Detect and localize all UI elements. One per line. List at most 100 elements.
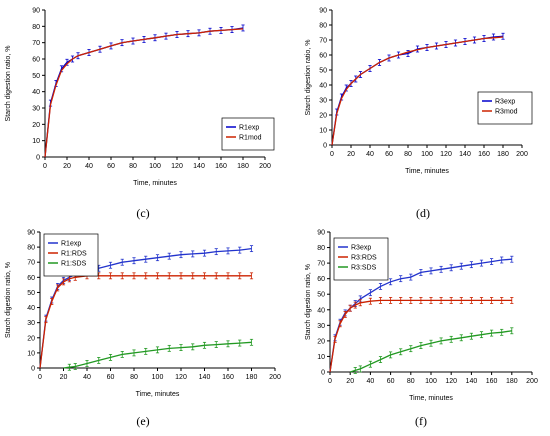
error-bar-r3exp [399, 275, 403, 283]
chart-svg-e: 0 10 20 30 40 50 60 70 80 90 0 20 40 60 80 100 120 140 160… [5, 230, 281, 399]
x-tick-label: 160 [478, 151, 490, 158]
x-tick-label: 120 [440, 151, 452, 158]
error-bar-r1-rds [132, 272, 136, 280]
y-tick-label: 10 [317, 354, 325, 361]
chart-svg-d: 0 10 20 30 40 50 60 70 80 90 0 20 40 60 80 100 120 140 160… [305, 8, 533, 175]
y-tick-label: 60 [27, 275, 35, 282]
error-bar-r1-sds [191, 343, 195, 351]
error-bar-r3-rds [389, 297, 393, 304]
y-tick-label: 30 [32, 106, 40, 113]
error-bar-r3-rds [500, 297, 504, 304]
error-bar-r1-sds [226, 340, 230, 348]
x-tick-label: 80 [129, 163, 137, 170]
error-bar-r3-sds [510, 327, 514, 335]
x-tick-label: 200 [526, 378, 538, 385]
x-tick-label: 200 [259, 163, 271, 170]
error-bar-r3-rds [409, 297, 413, 304]
error-bar-r1exp [238, 246, 242, 254]
x-tick-label: 180 [497, 151, 509, 158]
error-bar-r3-rds [343, 311, 347, 318]
x-tick-label: 20 [63, 163, 71, 170]
y-tick-label: 60 [32, 57, 40, 64]
legend-label-r1mod: R1mod [239, 135, 262, 142]
error-bar-r3exp [415, 45, 420, 53]
y-tick-label: 40 [319, 83, 327, 90]
error-bar-r3-sds [399, 348, 403, 356]
error-bar-r3-rds [459, 297, 463, 304]
y-tick-label: 40 [32, 89, 40, 96]
y-tick-label: 30 [317, 323, 325, 330]
error-bar-r1-rds [120, 272, 124, 280]
error-bar-r1-rds [50, 298, 54, 305]
error-bar-r3-sds [449, 335, 453, 343]
legend: R1exp R1mod [221, 117, 275, 151]
error-bar-r1-rds [214, 272, 218, 280]
series-line-r3-rds [329, 299, 512, 373]
legend-label-r1exp: R1exp [239, 125, 259, 132]
x-tick-label: 120 [445, 378, 457, 385]
error-bar-r1exp [179, 251, 183, 259]
y-axis-label: Starch digestion ratio, % [5, 262, 12, 338]
error-bar-r3-rds [399, 297, 403, 304]
series-line-r1-sds [63, 341, 252, 369]
error-bar-r3-rds [348, 304, 352, 312]
x-tick-label: 160 [215, 163, 227, 170]
chart-panel-c: 0 10 20 30 40 50 60 70 80 90 0 20 40 60 80 100 120 140 160… [0, 0, 275, 200]
error-bar-r1-rds [44, 316, 48, 324]
legend-label-r3-sds: R3:SDS [351, 265, 377, 272]
error-bar-r3exp [378, 283, 383, 290]
y-tick-label: 40 [317, 307, 325, 314]
error-bar-r3exp [510, 255, 514, 263]
x-tick-label: 0 [328, 378, 332, 385]
error-bar-r3exp [491, 33, 496, 41]
error-bar-r3-rds [490, 297, 494, 304]
error-bar-r3-sds [500, 328, 504, 336]
error-bar-r3-sds [389, 351, 393, 359]
error-bar-r3-sds [378, 356, 383, 363]
y-tick-label: 20 [317, 338, 325, 345]
x-tick-label: 180 [246, 374, 258, 381]
error-bar-r1-rds [108, 272, 113, 280]
y-tick-label: 40 [27, 305, 35, 312]
x-tick-label: 60 [107, 163, 115, 170]
legend: R3exp R3mod [477, 91, 533, 125]
error-bar-r1-rds [167, 272, 171, 280]
y-tick-label: 30 [27, 320, 35, 327]
error-bar-r3-sds [368, 360, 372, 368]
x-tick-label: 20 [347, 151, 355, 158]
x-tick-label: 40 [367, 378, 375, 385]
caption-e: (e) [136, 414, 150, 428]
error-bar-r1-rds [155, 272, 160, 280]
y-tick-label: 80 [27, 245, 35, 252]
y-tick-label: 50 [317, 292, 325, 299]
chart-panel-f: 0 10 20 30 40 50 60 70 80 90 0 20 40 60 80 100 120 140 160… [300, 220, 550, 410]
legend: R1exp R1:RDS R1:SDS [43, 233, 99, 277]
legend-label-r1-rds: R1:RDS [61, 251, 87, 258]
legend-box [477, 91, 533, 125]
error-bar-r1exp [167, 252, 171, 260]
y-tick-label: 60 [319, 53, 327, 60]
error-bar-r1-rds [226, 272, 230, 280]
y-tick-label: 60 [317, 276, 325, 283]
error-bar-r1exp [108, 261, 113, 269]
x-tick-label: 80 [130, 374, 138, 381]
error-bar-r1-sds [132, 349, 136, 357]
error-bar-r1-sds [155, 346, 160, 354]
x-axis-label: Time, minutes [405, 168, 449, 175]
error-bar-r3exp [419, 269, 423, 276]
y-tick-label: 70 [27, 260, 35, 267]
caption-f: (f) [415, 414, 427, 428]
error-bar-r1exp [249, 245, 254, 253]
y-tick-label: 70 [319, 38, 327, 45]
legend: R3exp R3:RDS R3:SDS [333, 237, 389, 281]
error-bar-r1exp [226, 247, 230, 255]
x-tick-label: 140 [459, 151, 471, 158]
x-tick-label: 140 [193, 163, 205, 170]
x-tick-label: 0 [43, 163, 47, 170]
error-bar-r3exp [368, 289, 372, 297]
error-bar-r1-rds [56, 284, 60, 292]
error-bar-r3-rds [368, 297, 372, 305]
x-axis-label: Time, minutes [133, 180, 177, 187]
error-bar-r1-rds [61, 278, 66, 286]
y-tick-label: 10 [27, 350, 35, 357]
